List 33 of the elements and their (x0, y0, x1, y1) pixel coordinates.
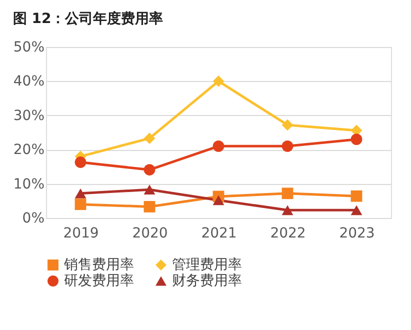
x-tick-label: 2021 (201, 226, 237, 242)
chart-title: 图 12：公司年度费用率 (12, 10, 164, 27)
point (74, 198, 86, 210)
point (212, 140, 224, 152)
y-tick-label: 50% (13, 40, 44, 56)
point (350, 190, 362, 202)
legend-label: 财务费用率 (172, 273, 242, 289)
point (144, 201, 156, 212)
point (144, 184, 156, 195)
x-tick-label: 2020 (132, 226, 168, 242)
legend-label: 研发费用率 (64, 273, 134, 289)
point (144, 132, 156, 144)
point (282, 205, 294, 216)
legend-label: 销售费用率 (63, 257, 134, 273)
point (212, 76, 224, 87)
point (74, 156, 86, 168)
y-tick-label: 40% (13, 74, 44, 90)
y-tick-label: 10% (13, 176, 44, 192)
x-tick-label: 2022 (270, 226, 306, 242)
point (282, 140, 294, 152)
point (282, 188, 294, 200)
point (74, 188, 86, 198)
y-tick-label: 30% (13, 108, 44, 124)
legend-label: 管理费用率 (172, 257, 242, 273)
point (144, 164, 156, 176)
point (212, 195, 224, 206)
y-tick-label: 0% (22, 210, 44, 226)
x-tick-label: 2023 (339, 226, 375, 242)
point (350, 205, 362, 216)
point (350, 134, 362, 146)
x-tick-label: 2019 (63, 226, 99, 242)
point (282, 119, 294, 131)
y-tick-label: 20% (13, 142, 44, 158)
